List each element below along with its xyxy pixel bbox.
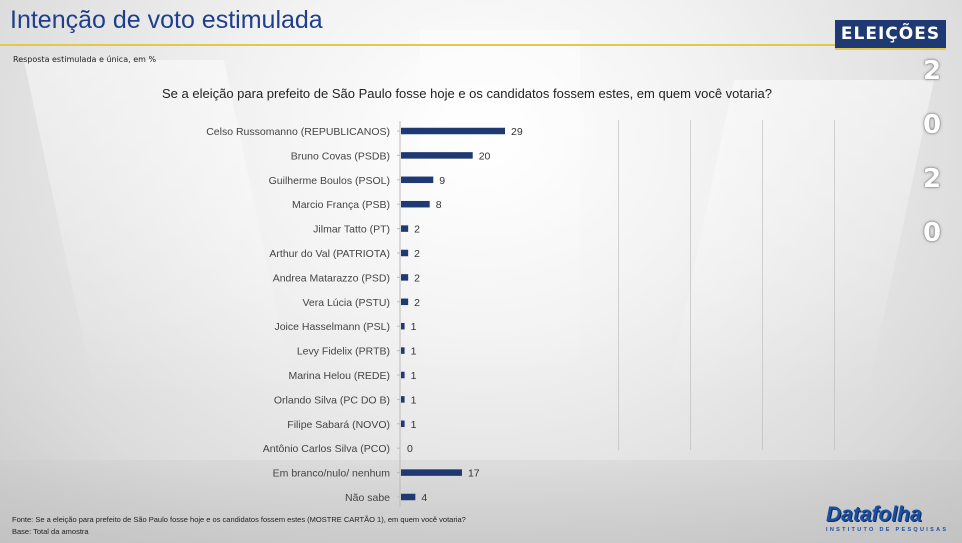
source-note: Fonte: Se a eleição para prefeito de São… bbox=[12, 515, 466, 524]
category-label: Marina Helou (REDE) bbox=[288, 370, 390, 382]
category-label: Joice Hasselmann (PSL) bbox=[274, 321, 390, 333]
year-digit: 2 bbox=[922, 56, 942, 86]
background-panel-line bbox=[618, 120, 619, 450]
data-label: 1 bbox=[411, 419, 417, 431]
bar bbox=[401, 225, 409, 232]
data-label: 17 bbox=[468, 468, 480, 480]
bar bbox=[401, 396, 405, 403]
bar bbox=[401, 200, 430, 208]
data-label: 1 bbox=[411, 394, 417, 406]
bar bbox=[401, 347, 405, 354]
year-digit: 0 bbox=[922, 110, 942, 140]
bar bbox=[401, 371, 405, 379]
data-label: 9 bbox=[439, 175, 445, 187]
page-title: Intenção de voto estimulada bbox=[10, 6, 323, 34]
bar bbox=[401, 420, 405, 428]
data-label: 2 bbox=[414, 297, 420, 309]
year-digit: 2 bbox=[922, 164, 942, 194]
category-label: Jilmar Tatto (PT) bbox=[313, 224, 390, 236]
category-label: Celso Russomanno (REPUBLICANOS) bbox=[206, 126, 390, 138]
background-panel-line bbox=[690, 120, 691, 450]
data-label: 8 bbox=[436, 199, 442, 211]
bar bbox=[401, 322, 405, 330]
data-label: 29 bbox=[511, 126, 523, 138]
data-label: 20 bbox=[479, 150, 491, 162]
data-label: 1 bbox=[411, 321, 417, 333]
category-label: Guilherme Boulos (PSOL) bbox=[269, 175, 390, 187]
bar bbox=[401, 274, 409, 281]
category-label: Vera Lúcia (PSTU) bbox=[302, 297, 390, 309]
data-label: 0 bbox=[407, 443, 413, 455]
chart-question: Se a eleição para prefeito de São Paulo … bbox=[162, 86, 772, 101]
category-label: Marcio França (PSB) bbox=[292, 199, 390, 211]
category-label: Não sabe bbox=[345, 492, 390, 504]
data-label: 2 bbox=[414, 248, 420, 260]
category-label: Filipe Sabará (NOVO) bbox=[287, 419, 390, 431]
data-label: 2 bbox=[414, 272, 420, 284]
category-label: Levy Fidelix (PRTB) bbox=[297, 346, 390, 358]
data-label: 4 bbox=[421, 492, 427, 504]
bar bbox=[401, 298, 409, 306]
category-label: Andrea Matarazzo (PSD) bbox=[273, 272, 390, 284]
category-label: Orlando Silva (PC DO B) bbox=[274, 394, 390, 406]
bar bbox=[401, 127, 505, 135]
bar bbox=[401, 152, 473, 159]
bar bbox=[401, 493, 416, 501]
datafolha-logo: Datafolha INSTITUTO DE PESQUISAS bbox=[826, 504, 958, 540]
category-label: Arthur do Val (PATRIOTA) bbox=[269, 248, 390, 260]
background-panel-line bbox=[834, 120, 835, 450]
base-note: Base: Total da amostra bbox=[12, 527, 89, 536]
logo-wordmark: Datafolha bbox=[826, 503, 922, 526]
title-underline bbox=[0, 44, 835, 46]
year-digit: 0 bbox=[922, 218, 942, 248]
data-label: 1 bbox=[411, 346, 417, 358]
bar bbox=[401, 469, 462, 476]
background-panel-line bbox=[762, 120, 763, 450]
category-label: Antônio Carlos Silva (PCO) bbox=[263, 443, 390, 455]
data-label: 1 bbox=[411, 370, 417, 382]
category-label: Bruno Covas (PSDB) bbox=[291, 150, 390, 162]
elections-badge: ELEIÇÕES bbox=[835, 20, 946, 50]
data-label: 2 bbox=[414, 224, 420, 236]
category-label: Em branco/nulo/ nenhum bbox=[273, 468, 391, 480]
page-subtitle: Resposta estimulada e única, em % bbox=[13, 55, 157, 64]
bar bbox=[401, 176, 434, 184]
logo-tagline: INSTITUTO DE PESQUISAS bbox=[826, 527, 949, 533]
bar bbox=[401, 249, 409, 257]
